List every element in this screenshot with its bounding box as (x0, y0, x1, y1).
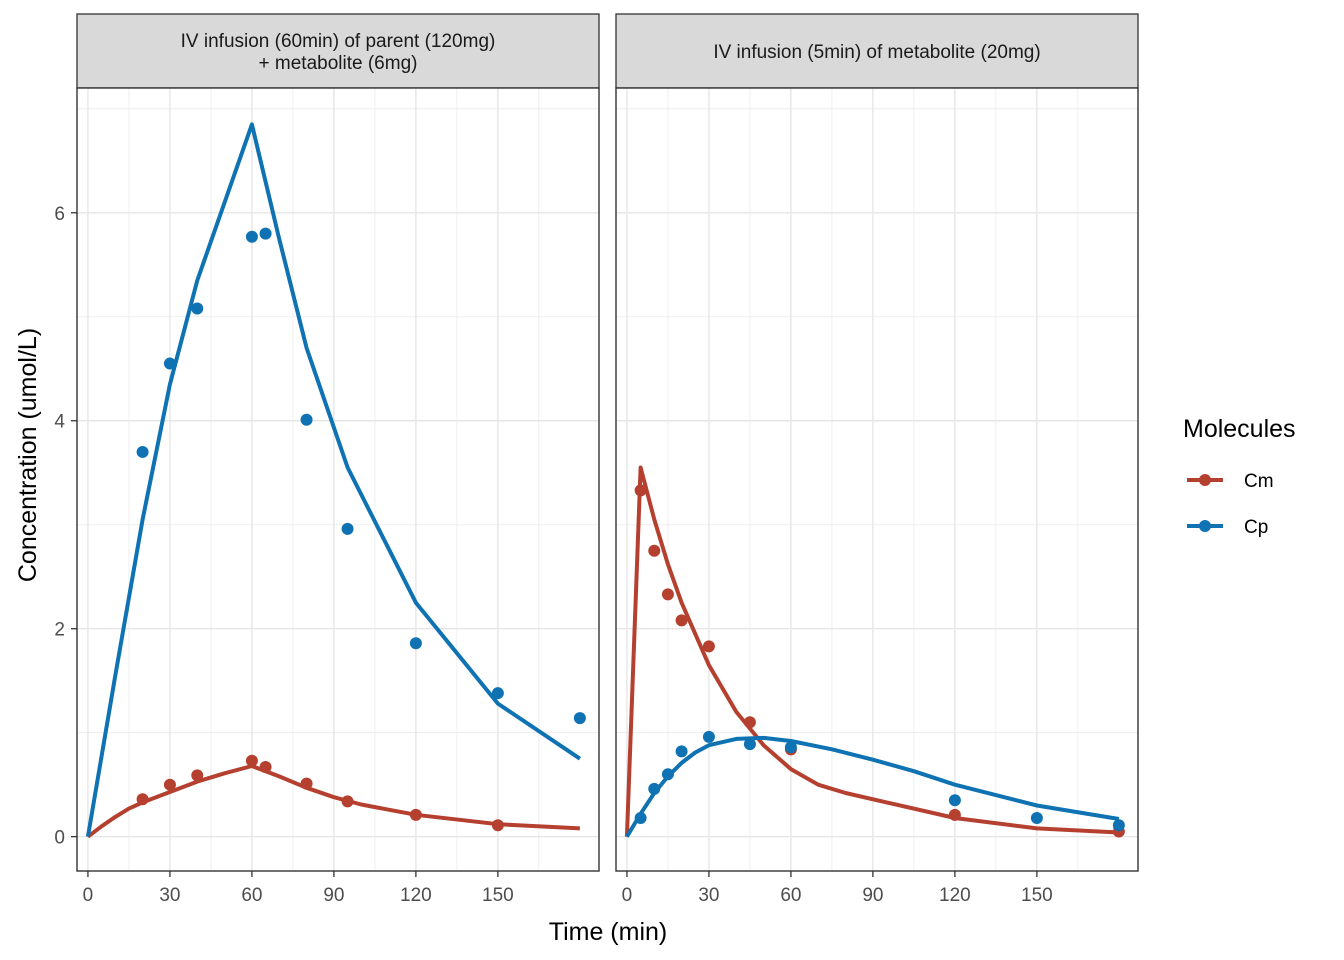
data-point-cp (743, 738, 756, 751)
data-point-cp (675, 745, 688, 758)
series-line-cm (624, 465, 1119, 837)
legend-key-point (1199, 474, 1211, 486)
facet-strip-label: IV infusion (5min) of metabolite (20mg) (713, 42, 1040, 63)
data-point-cp (784, 741, 797, 754)
data-point-cm (491, 819, 504, 832)
data-point-cp (409, 637, 422, 650)
legend-title: Molecules (1183, 415, 1296, 443)
facet-panel-1: IV infusion (60min) of parent (120mg)+ m… (54, 13, 600, 906)
panel-border (76, 87, 600, 872)
series-line-cp (85, 122, 582, 838)
x-tick-label: 30 (698, 885, 719, 906)
y-tick-label: 6 (54, 204, 65, 225)
x-tick-label: 120 (939, 885, 971, 906)
y-axis-title: Concentration (umol/L) (14, 328, 42, 582)
gridlines (77, 88, 599, 871)
x-tick-label: 30 (159, 885, 180, 906)
data-point-cm (675, 614, 688, 627)
facet-strip (615, 13, 1139, 89)
x-tick-label: 150 (482, 885, 514, 906)
y-tick-label: 2 (54, 620, 65, 641)
data-point-cp (702, 730, 715, 743)
series-cp (85, 122, 586, 838)
facet-panel-2: IV infusion (5min) of metabolite (20mg) 0… (615, 13, 1139, 906)
data-point-cm (191, 769, 204, 782)
x-tick-label: 90 (323, 885, 344, 906)
data-point-cm (409, 808, 422, 821)
series-cm (624, 465, 1125, 838)
x-tick-label: 60 (780, 885, 801, 906)
legend-key-point (1199, 520, 1211, 532)
data-point-cp (948, 794, 961, 807)
x-tick-label: 90 (862, 885, 883, 906)
panel-background (77, 88, 599, 871)
data-point-cm (341, 795, 354, 808)
x-axis-title: Time (min) (549, 918, 668, 946)
data-point-cp (648, 782, 661, 795)
x-tick-label: 150 (1021, 885, 1053, 906)
y-tick-label: 4 (54, 412, 65, 433)
legend-label: Cm (1244, 471, 1274, 492)
data-point-cp (245, 230, 258, 243)
x-tick-label: 120 (400, 885, 432, 906)
data-point-cm (743, 716, 756, 729)
facet-strip (76, 13, 600, 89)
data-point-cp (661, 768, 674, 781)
data-point-cp (1112, 819, 1125, 832)
data-point-cm (163, 778, 176, 791)
legend-item-cp: Cp (1187, 517, 1268, 538)
data-point-cp (191, 302, 204, 315)
data-point-cm (661, 588, 674, 601)
facet-strip-label: IV infusion (60min) of parent (120mg) (181, 31, 496, 52)
data-point-cm (136, 793, 149, 806)
series-line-cm (86, 764, 581, 839)
data-point-cm (259, 761, 272, 774)
x-tick-label: 60 (241, 885, 262, 906)
panel-border (615, 87, 1139, 872)
x-tick-label: 0 (83, 885, 94, 906)
data-point-cm (245, 754, 258, 767)
data-point-cm (300, 777, 313, 790)
legend-label: Cp (1244, 517, 1268, 538)
series-cm (86, 754, 581, 839)
x-tick-label: 0 (622, 885, 633, 906)
data-point-cm (634, 484, 647, 497)
data-point-cp (634, 811, 647, 824)
data-point-cm (702, 640, 715, 653)
series-cp (625, 730, 1125, 838)
legend-item-cm: Cm (1187, 471, 1274, 492)
data-point-cm (648, 544, 661, 557)
data-point-cp (259, 227, 272, 240)
facet-panels: IV infusion (60min) of parent (120mg)+ m… (54, 13, 1139, 906)
data-point-cp (1030, 811, 1043, 824)
data-point-cp (163, 357, 176, 370)
panel-background (616, 88, 1138, 871)
facet-strip-label: + metabolite (6mg) (259, 53, 418, 74)
data-point-cp (573, 712, 586, 725)
data-point-cm (948, 808, 961, 821)
legend: Molecules Cm Cp (1183, 415, 1296, 538)
data-point-cp (300, 413, 313, 426)
gridlines (616, 88, 1138, 871)
y-tick-label: 0 (54, 828, 65, 849)
data-point-cp (341, 522, 354, 535)
data-point-cp (136, 445, 149, 458)
data-point-cp (491, 687, 504, 700)
